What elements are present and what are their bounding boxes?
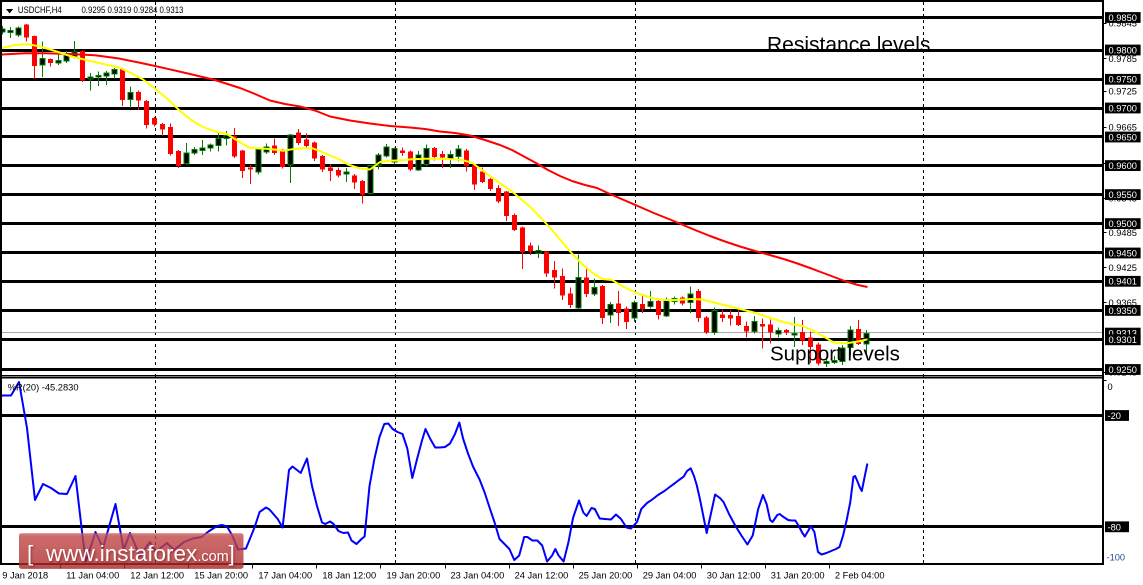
- svg-text:0.9365: 0.9365: [1109, 298, 1137, 308]
- svg-text:24 Jan 12:00: 24 Jan 12:00: [515, 570, 569, 580]
- svg-text:-80: -80: [1108, 522, 1121, 532]
- svg-text:19 Jan 20:00: 19 Jan 20:00: [387, 570, 441, 580]
- svg-text:[: [: [27, 541, 34, 566]
- svg-text:-20: -20: [1108, 411, 1121, 421]
- svg-text:0.9450: 0.9450: [1109, 248, 1137, 258]
- svg-text:31 Jan 20:00: 31 Jan 20:00: [771, 570, 825, 580]
- svg-text:0.9725: 0.9725: [1109, 86, 1137, 96]
- svg-text:0.9301: 0.9301: [1109, 335, 1137, 345]
- svg-text:0.9313: 0.9313: [1109, 328, 1137, 338]
- svg-text:11 Jan 04:00: 11 Jan 04:00: [66, 570, 119, 580]
- svg-text:0.9750: 0.9750: [1109, 75, 1137, 85]
- svg-text:Resistance levels: Resistance levels: [767, 33, 930, 56]
- svg-text:0.9485: 0.9485: [1109, 228, 1137, 238]
- svg-text:USDCHF,H4: USDCHF,H4: [18, 4, 62, 15]
- svg-text:0.9800: 0.9800: [1109, 45, 1137, 55]
- svg-text:0.9700: 0.9700: [1109, 103, 1137, 113]
- svg-text:12 Jan 12:00: 12 Jan 12:00: [130, 570, 184, 580]
- svg-text:0.9550: 0.9550: [1109, 190, 1137, 200]
- svg-text:17 Jan 04:00: 17 Jan 04:00: [258, 570, 312, 580]
- svg-text:2 Feb 04:00: 2 Feb 04:00: [835, 570, 885, 580]
- svg-text:Support levels: Support levels: [770, 343, 900, 366]
- svg-text:0.9850: 0.9850: [1109, 13, 1137, 23]
- svg-text:0.9295 0.9319 0.9284 0.9313: 0.9295 0.9319 0.9284 0.9313: [81, 4, 183, 15]
- svg-text:0.9350: 0.9350: [1109, 306, 1137, 316]
- svg-text:%R(20) -45.2830: %R(20) -45.2830: [8, 383, 79, 393]
- svg-text:0: 0: [1108, 382, 1113, 392]
- svg-text:29 Jan 04:00: 29 Jan 04:00: [643, 570, 697, 580]
- svg-text:15 Jan 20:00: 15 Jan 20:00: [194, 570, 248, 580]
- svg-text:-100: -100: [1107, 553, 1126, 563]
- svg-text:0.9650: 0.9650: [1109, 132, 1137, 142]
- svg-text:9 Jan 2018: 9 Jan 2018: [2, 570, 48, 580]
- svg-text:0.9425: 0.9425: [1109, 263, 1137, 273]
- svg-text:0.9600: 0.9600: [1109, 161, 1137, 171]
- svg-text:0.9500: 0.9500: [1109, 219, 1137, 229]
- svg-text:0.9250: 0.9250: [1109, 365, 1137, 375]
- svg-text:0.9785: 0.9785: [1109, 54, 1137, 64]
- svg-text:]: ]: [229, 541, 235, 566]
- svg-text:30 Jan 12:00: 30 Jan 12:00: [707, 570, 761, 580]
- svg-text:0.9845: 0.9845: [1109, 18, 1137, 28]
- svg-text:0.9665: 0.9665: [1109, 122, 1137, 132]
- svg-text:25 Jan 20:00: 25 Jan 20:00: [579, 570, 633, 580]
- svg-text:23 Jan 04:00: 23 Jan 04:00: [451, 570, 505, 580]
- svg-text:0.9401: 0.9401: [1109, 277, 1137, 287]
- svg-text:18 Jan 12:00: 18 Jan 12:00: [322, 570, 376, 580]
